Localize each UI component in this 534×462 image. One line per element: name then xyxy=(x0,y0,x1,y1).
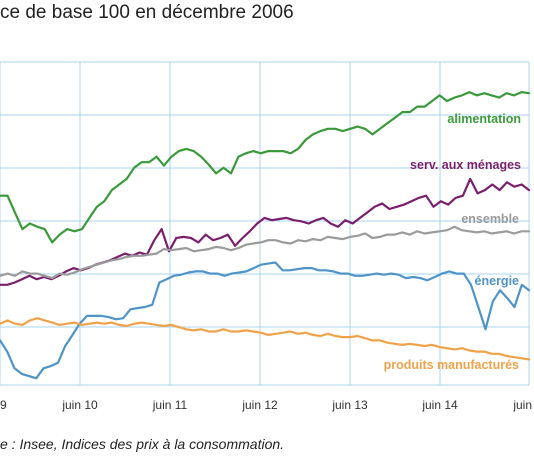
series-line-produits xyxy=(0,317,531,361)
x-tick-label: juin 13 xyxy=(331,398,368,412)
series-line-ensemble xyxy=(0,225,531,280)
x-tick-label: juin 11 xyxy=(152,398,188,412)
series-label-services: serv. aux ménages xyxy=(410,158,521,172)
series-labels: alimentation serv. aux ménages ensemble éne… xyxy=(384,112,521,372)
x-axis-ticks: 9 juin 10 juin 11 juin 12 juin 13 juin 14 juin xyxy=(0,398,532,412)
series-label-alimentation: alimentation xyxy=(447,112,521,126)
series-label-energie: énergie xyxy=(475,274,520,288)
series-line-services xyxy=(0,177,531,286)
x-tick-label: juin 12 xyxy=(241,398,278,412)
line-chart: 9 juin 10 juin 11 juin 12 juin 13 juin 14 juin… xyxy=(0,61,532,412)
series-lines xyxy=(0,90,531,380)
grid xyxy=(0,61,530,386)
x-tick-label: juin 10 xyxy=(61,398,98,412)
x-tick-label: juin xyxy=(512,398,532,412)
series-line-energie xyxy=(0,261,531,380)
x-tick-label: juin 14 xyxy=(421,398,458,412)
series-label-ensemble: ensemble xyxy=(461,212,519,226)
source-note: e : Insee, Indices des prix à la consomm… xyxy=(0,436,285,452)
series-line-alimentation xyxy=(0,90,531,244)
x-tick-label: 9 xyxy=(0,398,7,412)
series-label-produits: produits manufacturés xyxy=(384,358,519,372)
chart-title: ce de base 100 en décembre 2006 xyxy=(0,2,294,23)
